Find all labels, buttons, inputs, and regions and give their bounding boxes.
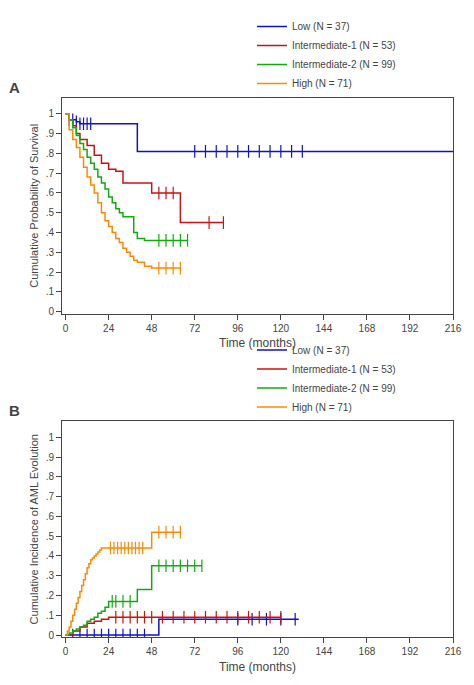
svg-text:Low (N = 37): Low (N = 37) bbox=[292, 345, 350, 356]
svg-text:.2: .2 bbox=[46, 590, 55, 601]
svg-text:Intermediate-2 (N = 99): Intermediate-2 (N = 99) bbox=[292, 383, 396, 394]
svg-text:Intermediate-1 (N = 53): Intermediate-1 (N = 53) bbox=[292, 40, 396, 51]
svg-text:24: 24 bbox=[103, 323, 115, 334]
svg-text:216: 216 bbox=[445, 646, 462, 657]
svg-text:.7: .7 bbox=[46, 491, 55, 502]
svg-text:Cumulative Probability of Surv: Cumulative Probability of Survival bbox=[28, 124, 40, 288]
svg-text:1: 1 bbox=[48, 432, 54, 443]
svg-text:72: 72 bbox=[189, 323, 201, 334]
svg-text:.3: .3 bbox=[46, 570, 55, 581]
svg-text:168: 168 bbox=[359, 323, 376, 334]
svg-text:.2: .2 bbox=[46, 267, 55, 278]
svg-text:.3: .3 bbox=[46, 247, 55, 258]
svg-text:.7: .7 bbox=[46, 168, 55, 179]
svg-text:.8: .8 bbox=[46, 148, 55, 159]
svg-text:.6: .6 bbox=[46, 187, 55, 198]
svg-text:High (N = 71): High (N = 71) bbox=[292, 78, 352, 89]
svg-text:Time (months): Time (months) bbox=[219, 660, 296, 674]
svg-text:.4: .4 bbox=[46, 550, 55, 561]
svg-text:72: 72 bbox=[189, 646, 201, 657]
svg-text:48: 48 bbox=[146, 646, 158, 657]
svg-text:Time (months): Time (months) bbox=[219, 336, 296, 350]
svg-text:1: 1 bbox=[48, 108, 54, 119]
svg-text:Intermediate-1 (N = 53): Intermediate-1 (N = 53) bbox=[292, 364, 396, 375]
svg-text:24: 24 bbox=[103, 646, 115, 657]
svg-text:.5: .5 bbox=[46, 207, 55, 218]
svg-text:0: 0 bbox=[63, 646, 69, 657]
svg-text:144: 144 bbox=[316, 323, 333, 334]
svg-text:192: 192 bbox=[402, 646, 419, 657]
svg-text:.9: .9 bbox=[46, 452, 55, 463]
svg-text:.8: .8 bbox=[46, 471, 55, 482]
svg-text:216: 216 bbox=[445, 323, 462, 334]
svg-text:.6: .6 bbox=[46, 511, 55, 522]
svg-text:168: 168 bbox=[359, 646, 376, 657]
svg-text:0: 0 bbox=[63, 323, 69, 334]
svg-text:120: 120 bbox=[272, 323, 289, 334]
svg-text:B: B bbox=[9, 402, 20, 419]
svg-text:.9: .9 bbox=[46, 128, 55, 139]
svg-text:0: 0 bbox=[48, 630, 54, 641]
svg-text:High (N = 71): High (N = 71) bbox=[292, 402, 352, 413]
svg-text:96: 96 bbox=[232, 323, 244, 334]
svg-text:.5: .5 bbox=[46, 531, 55, 542]
svg-text:.1: .1 bbox=[46, 286, 55, 297]
svg-text:Intermediate-2 (N = 99): Intermediate-2 (N = 99) bbox=[292, 59, 396, 70]
svg-text:0: 0 bbox=[48, 306, 54, 317]
svg-text:192: 192 bbox=[402, 323, 419, 334]
svg-text:.1: .1 bbox=[46, 610, 55, 621]
svg-text:A: A bbox=[9, 79, 20, 96]
svg-text:96: 96 bbox=[232, 646, 244, 657]
svg-text:Low (N = 37): Low (N = 37) bbox=[292, 21, 350, 32]
svg-text:Cumulative Incidence of AML Ev: Cumulative Incidence of AML Evolution bbox=[28, 434, 40, 624]
svg-text:48: 48 bbox=[146, 323, 158, 334]
svg-text:144: 144 bbox=[316, 646, 333, 657]
svg-text:.4: .4 bbox=[46, 227, 55, 238]
svg-text:120: 120 bbox=[272, 646, 289, 657]
